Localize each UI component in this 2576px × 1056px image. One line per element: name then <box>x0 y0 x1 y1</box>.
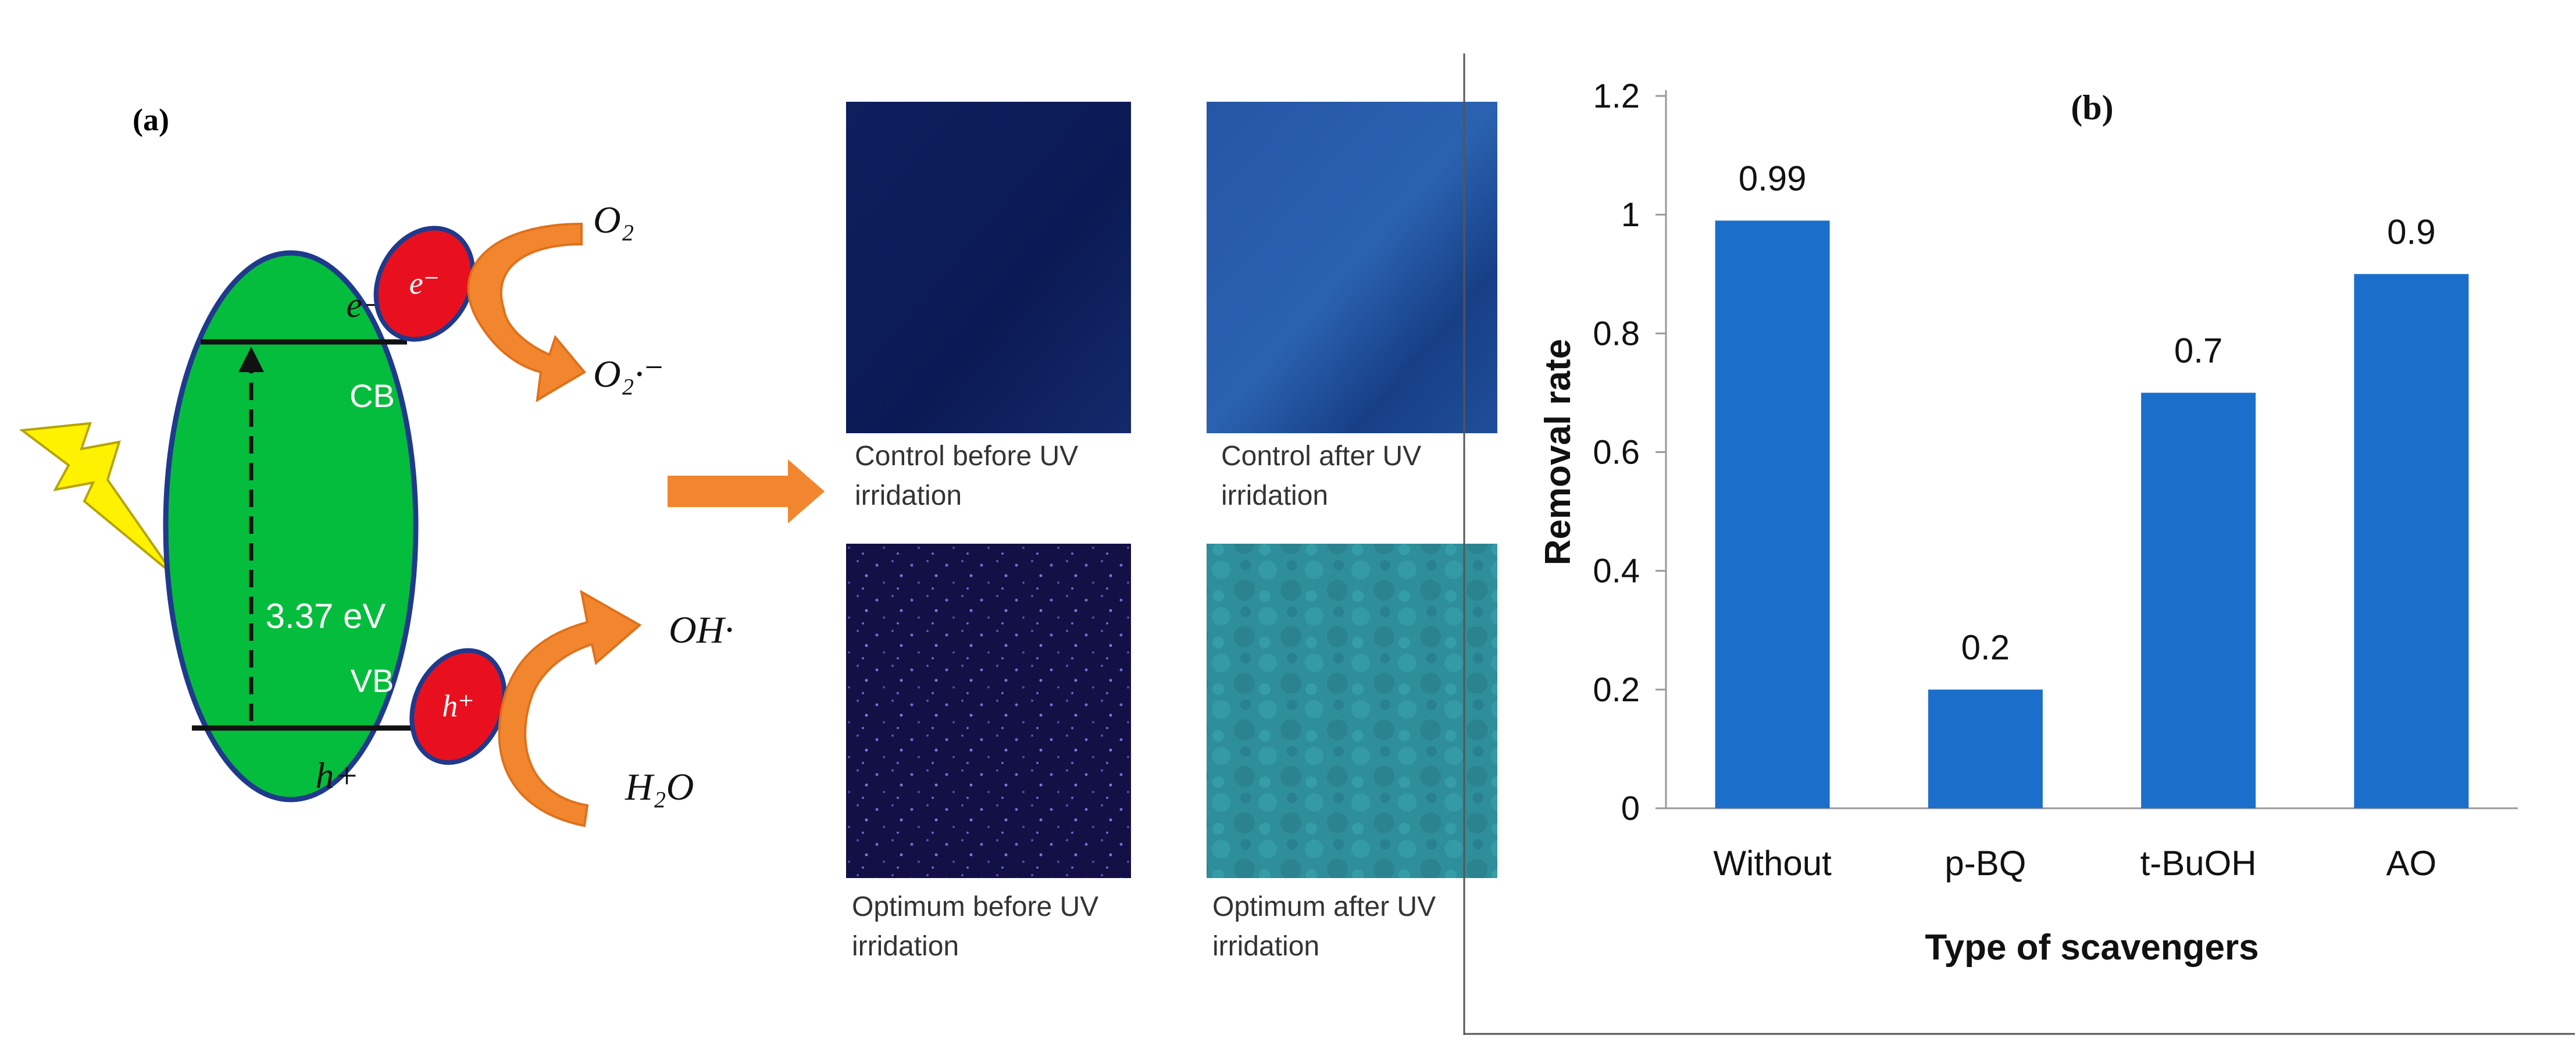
data-label: 0.99 <box>1739 159 1807 198</box>
image-control-after <box>1207 102 1497 433</box>
caption-optimum-after-2: irridation <box>1212 931 1319 962</box>
electron-badge-label: e⁻ <box>409 266 440 301</box>
data-label: 0.9 <box>2387 212 2435 251</box>
caption-optimum-before-2: irridation <box>852 931 959 962</box>
caption-control-after-1: Control after UV <box>1221 441 1421 472</box>
hole-badge <box>409 648 507 765</box>
x-tick-label: Without <box>1713 844 1832 883</box>
image-optimum-before <box>846 544 1131 878</box>
panel-a-label: (a) <box>133 102 169 137</box>
y-tick-label: 0.4 <box>1593 552 1640 590</box>
reduction-arrow-icon <box>467 222 587 402</box>
band-gap-label: 3.37 eV <box>266 597 386 636</box>
bar-t-buoh <box>2141 393 2256 808</box>
x-axis-title: Type of scavengers <box>1925 927 2259 968</box>
water-label: H₂O <box>625 766 694 808</box>
data-label: 0.2 <box>1961 628 2010 667</box>
band-gap-arrowhead <box>238 347 264 372</box>
hole-badge-label: h⁺ <box>442 688 474 723</box>
right-arrow-icon <box>668 459 825 523</box>
image-control-before <box>846 102 1131 433</box>
y-axis-title: Removal rate <box>1538 339 1578 565</box>
y-tick-label: 0.2 <box>1593 671 1640 709</box>
cb-label: CB <box>349 377 395 414</box>
o2-label: O₂ <box>593 199 634 241</box>
x-tick-label: t-BuOH <box>2140 844 2257 883</box>
bar-chart: (b) 0 0.2 0.4 0.6 0.8 1 1.2 0.99 Without 0.2 p-BQ 0.… <box>1538 77 2518 968</box>
y-tick-label: 1 <box>1621 196 1640 234</box>
image-optimum-after <box>1207 544 1497 878</box>
electron-badge <box>373 226 476 342</box>
bar-p-bq <box>1928 689 2043 808</box>
caption-control-before-1: Control before UV <box>855 441 1078 472</box>
vb-label: VB <box>351 662 394 699</box>
y-tick-label: 1.2 <box>1593 77 1640 115</box>
hydroxyl-label: OH· <box>669 609 734 651</box>
photocatalyst-particle <box>163 250 419 802</box>
bar-without <box>1715 220 1830 808</box>
caption-optimum-before-1: Optimum before UV <box>852 891 1098 922</box>
caption-control-before-2: irridation <box>855 480 962 511</box>
lightning-icon <box>19 422 176 577</box>
x-tick-label: p-BQ <box>1945 844 2026 883</box>
y-tick-label: 0 <box>1621 790 1640 827</box>
caption-control-after-2: irridation <box>1221 480 1328 511</box>
caption-optimum-after-1: Optimum after UV <box>1212 891 1436 922</box>
y-tick-label: 0.6 <box>1593 434 1640 472</box>
x-tick-label: AO <box>2386 844 2437 883</box>
hole-label: h+ <box>315 755 359 796</box>
data-label: 0.7 <box>2174 331 2222 370</box>
panel-b-label: (b) <box>2071 88 2113 127</box>
superoxide-label: O₂·⁻ <box>593 353 664 395</box>
bar-ao <box>2354 274 2469 808</box>
y-tick-label: 0.8 <box>1593 315 1640 352</box>
oxidation-arrow-icon <box>498 590 642 827</box>
